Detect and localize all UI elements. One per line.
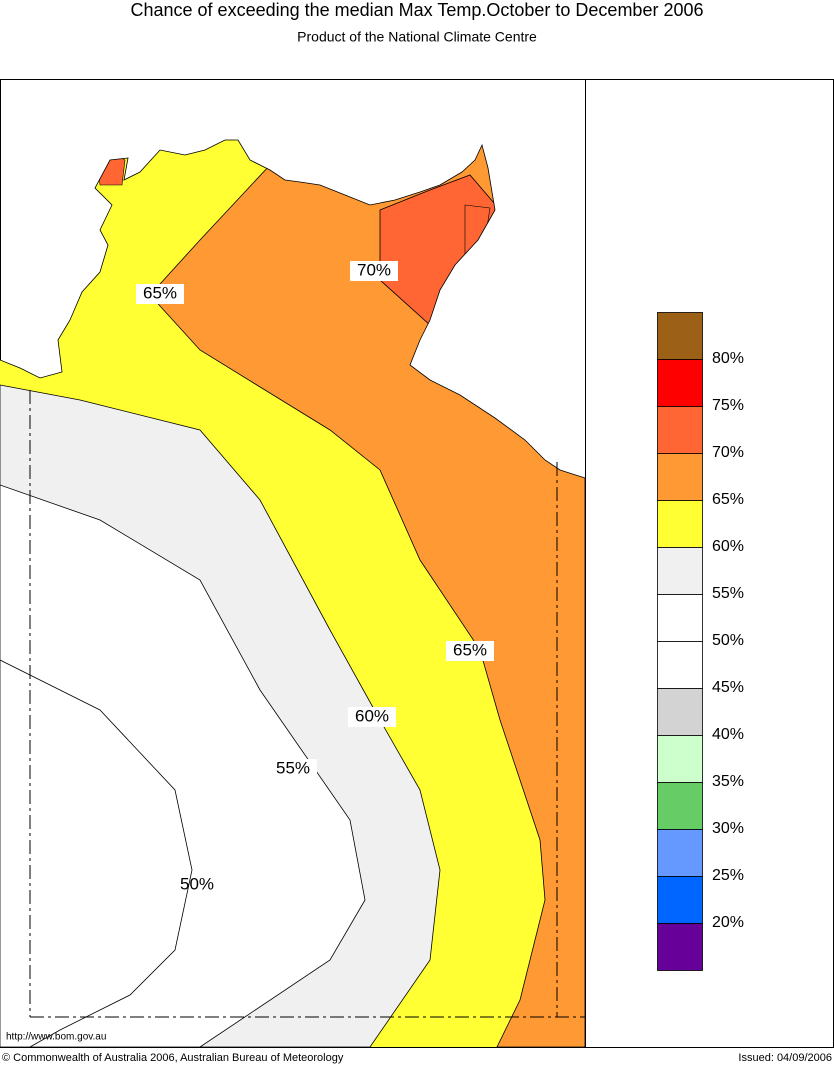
- legend-label: 30%: [712, 820, 744, 837]
- coastline: [0, 139, 586, 479]
- legend-label: 70%: [712, 444, 744, 461]
- legend-swatch: [657, 406, 703, 454]
- legend-label: 35%: [712, 773, 744, 790]
- contour-label: 60%: [355, 706, 389, 725]
- url: http://www.bom.gov.au: [6, 1032, 106, 1043]
- legend-label: 75%: [712, 397, 744, 414]
- copyright: © Commonwealth of Australia 2006, Austra…: [2, 1052, 344, 1064]
- legend-swatch: [657, 735, 703, 783]
- legend-swatch: [657, 359, 703, 407]
- legend-swatch: [657, 312, 703, 360]
- legend-label: 45%: [712, 679, 744, 696]
- legend-label: 80%: [712, 350, 744, 367]
- legend-label: 65%: [712, 491, 744, 508]
- contour-50: [0, 659, 193, 1047]
- contour-label: 55%: [276, 758, 310, 777]
- legend-label: 20%: [712, 914, 744, 931]
- legend-swatch: [657, 453, 703, 501]
- legend-swatch: [657, 500, 703, 548]
- legend-label: 60%: [712, 538, 744, 555]
- contour-labels: 65% 70% 65% 60% 55% 50%: [136, 260, 494, 893]
- zone-50-55: [0, 484, 366, 1047]
- legend: 80% 75% 70% 65% 60% 55% 50% 45% 40% 35% 30% 25% 20%: [657, 312, 744, 971]
- contour-label: 65%: [453, 640, 487, 659]
- legend-swatch: [657, 641, 703, 689]
- contour-label: 50%: [180, 874, 214, 893]
- contour-label: 65%: [143, 283, 177, 302]
- contour-label: 70%: [357, 260, 391, 279]
- legend-swatch: [657, 923, 703, 971]
- legend-swatch: [657, 876, 703, 924]
- subtitle: Product of the National Climate Centre: [297, 29, 537, 45]
- legend-swatch: [657, 829, 703, 877]
- legend-label: 25%: [712, 867, 744, 884]
- legend-label: 40%: [712, 726, 744, 743]
- legend-label: 55%: [712, 585, 744, 602]
- domain-lines: [29, 390, 585, 1018]
- legend-swatch: [657, 782, 703, 830]
- issued: Issued: 04/09/2006: [738, 1052, 832, 1064]
- legend-swatch: [657, 594, 703, 642]
- legend-swatch: [657, 547, 703, 595]
- legend-swatch: [657, 688, 703, 736]
- legend-label: 50%: [712, 632, 744, 649]
- title: Chance of exceeding the median Max Temp.…: [131, 0, 704, 20]
